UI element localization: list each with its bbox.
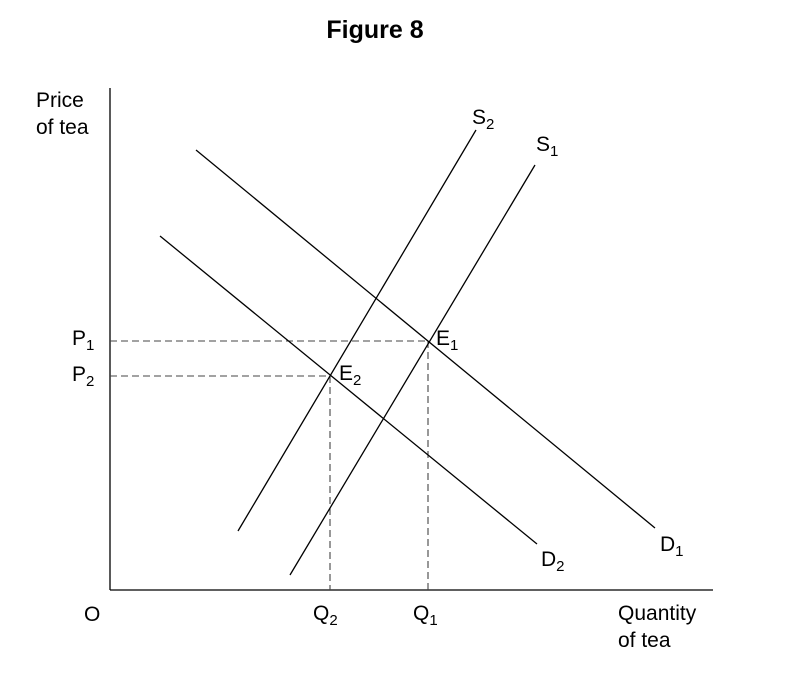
- y-axis-label-line-1: Price: [36, 89, 84, 112]
- d2-label: D2: [541, 548, 565, 575]
- origin-label: O: [84, 603, 100, 626]
- price-p1-label: P1: [72, 327, 94, 354]
- x-axis-label-line-1: Quantity: [618, 602, 697, 625]
- equilibrium-e1-label: E1: [436, 327, 458, 354]
- figure-title: Figure 8: [326, 16, 423, 44]
- y-axis-label-line-2: of tea: [36, 116, 89, 139]
- supply-curve-s1: [289, 164, 536, 576]
- quantity-q1-label: Q1: [413, 602, 438, 629]
- y-axis-label: Price of tea: [36, 89, 90, 139]
- s2-label: S2: [472, 106, 494, 133]
- s1-label: S1: [536, 133, 558, 160]
- x-axis-label: Quantity of tea: [618, 602, 702, 652]
- x-axis-label-line-2: of tea: [618, 629, 671, 652]
- demand-curve-d1: [195, 149, 656, 529]
- supply-curve-s2: [237, 129, 477, 532]
- quantity-q2-label: Q2: [313, 602, 338, 629]
- price-p2-label: P2: [72, 363, 94, 390]
- demand-curve-d2: [159, 235, 538, 545]
- equilibrium-e2-label: E2: [339, 362, 361, 389]
- d1-label: D1: [660, 533, 684, 560]
